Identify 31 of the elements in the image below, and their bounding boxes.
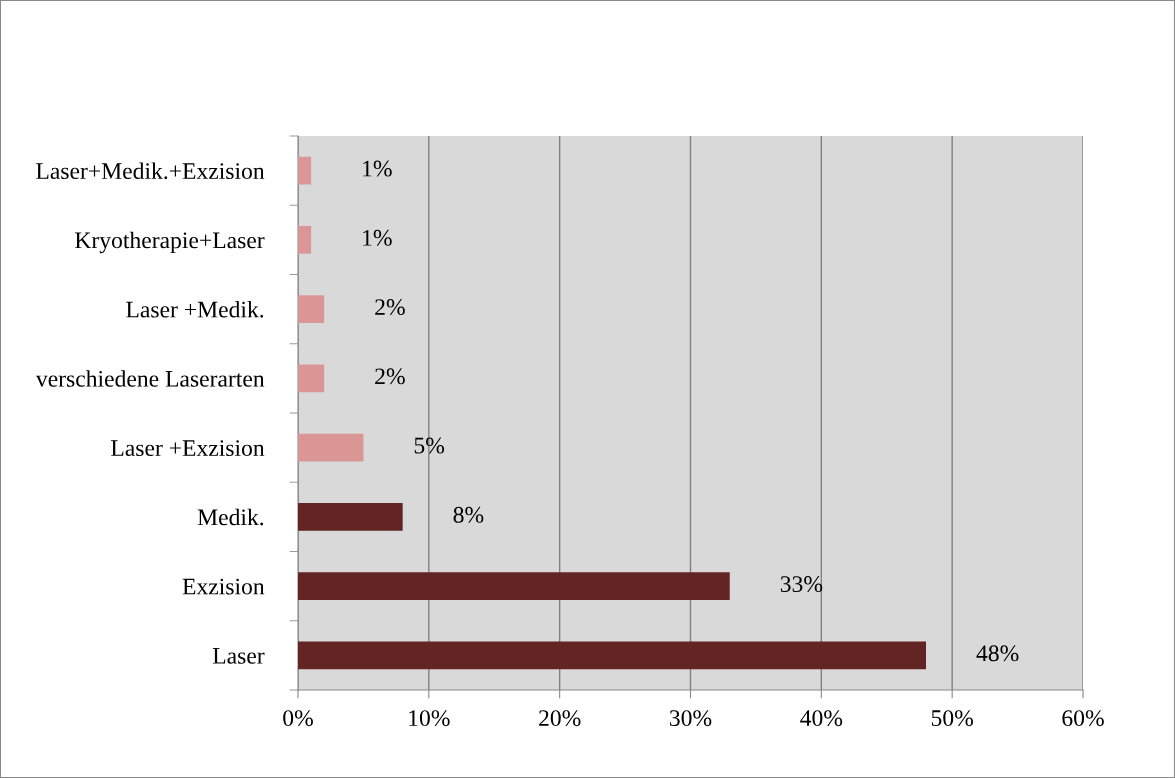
x-tick-label: 50% (931, 710, 973, 727)
y-tick-label: Kryotherapie+Laser (75, 231, 265, 254)
bar (298, 503, 403, 531)
data-label: 2% (375, 368, 405, 385)
x-tick-label: 30% (669, 710, 712, 727)
y-tick-label: verschiedene Laserarten (35, 370, 265, 387)
data-label: 5% (414, 437, 445, 454)
bar (298, 156, 312, 185)
data-label: 2% (375, 299, 405, 316)
y-tick-label: Medik. (197, 508, 264, 526)
bar (298, 295, 325, 323)
bar (298, 641, 926, 670)
y-tick-label: Laser (212, 648, 265, 664)
data-label: 1% (363, 160, 392, 177)
data-label: 48% (976, 645, 1019, 662)
x-tick-label: 40% (800, 710, 843, 727)
bar (298, 433, 364, 462)
data-label: 1% (363, 229, 392, 246)
y-tick-label: Laser+Medik.+Exzision (36, 162, 265, 180)
data-label: 33% (780, 576, 823, 593)
data-label: 8% (453, 506, 484, 523)
x-tick-label: 20% (539, 710, 581, 727)
x-tick-label: 60% (1062, 710, 1104, 727)
y-tick-label: Laser +Exzision (111, 440, 265, 457)
bar (298, 226, 312, 254)
x-tick-label: 10% (409, 710, 450, 727)
y-tick-label: Laser +Medik. (126, 300, 264, 318)
y-tick-label: Exzision (182, 578, 265, 595)
x-tick-label: 0% (283, 710, 313, 727)
bar (298, 572, 730, 600)
bar (298, 364, 325, 393)
